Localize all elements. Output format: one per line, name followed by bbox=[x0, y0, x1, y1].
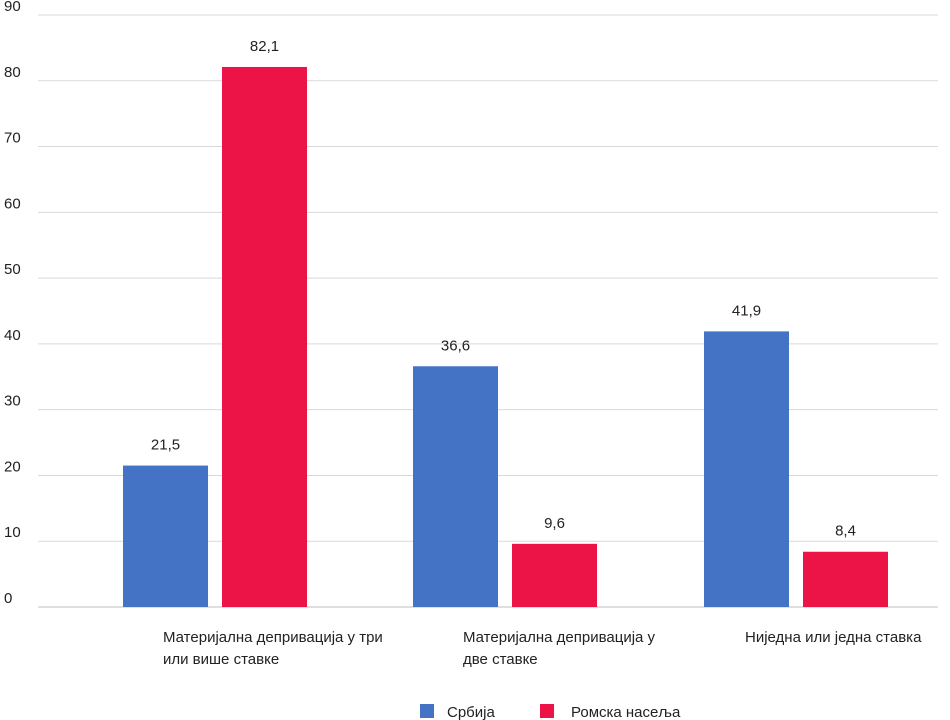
data-label: 41,9 bbox=[732, 302, 761, 319]
bars bbox=[123, 66, 888, 607]
y-tick-label: 90 bbox=[4, 0, 21, 15]
bar bbox=[704, 331, 789, 607]
legend-label: Србија bbox=[447, 704, 495, 720]
y-tick-label: 80 bbox=[4, 64, 21, 81]
y-tick-label: 30 bbox=[4, 393, 21, 410]
data-label: 9,6 bbox=[544, 515, 565, 532]
legend-swatch bbox=[540, 704, 554, 718]
data-label: 82,1 bbox=[250, 38, 279, 55]
category-label: Материјална депривација у bbox=[463, 629, 656, 646]
y-axis: 0 10 20 30 40 50 60 70 80 90 bbox=[4, 0, 21, 607]
legend-swatch bbox=[420, 704, 434, 718]
legend-label: Ромска насеља bbox=[571, 704, 681, 720]
category-label: Ниједна или једна ставка bbox=[745, 629, 922, 646]
data-label: 21,5 bbox=[151, 437, 180, 454]
data-label: 36,6 bbox=[441, 337, 470, 354]
bar bbox=[222, 66, 307, 607]
category-label: две ставке bbox=[463, 651, 538, 668]
bar bbox=[512, 543, 597, 607]
y-tick-label: 20 bbox=[4, 458, 21, 475]
category-label: Материјална депривација у три bbox=[163, 629, 383, 646]
x-axis: Материјална депривација у три или више ст… bbox=[163, 629, 922, 668]
y-tick-label: 10 bbox=[4, 524, 21, 541]
y-tick-label: 70 bbox=[4, 130, 21, 147]
category-label: или више ставке bbox=[163, 651, 279, 668]
y-tick-label: 0 bbox=[4, 590, 12, 607]
y-tick-label: 50 bbox=[4, 261, 21, 278]
bar bbox=[413, 366, 498, 607]
data-label: 8,4 bbox=[835, 523, 856, 540]
bar bbox=[123, 465, 208, 607]
y-tick-label: 40 bbox=[4, 327, 21, 344]
y-tick-label: 60 bbox=[4, 195, 21, 212]
legend: Србија Ромска насеља bbox=[420, 704, 681, 720]
bar bbox=[803, 551, 888, 607]
data-labels: 21,5 36,6 41,9 82,1 9,6 8,4 bbox=[151, 38, 856, 540]
